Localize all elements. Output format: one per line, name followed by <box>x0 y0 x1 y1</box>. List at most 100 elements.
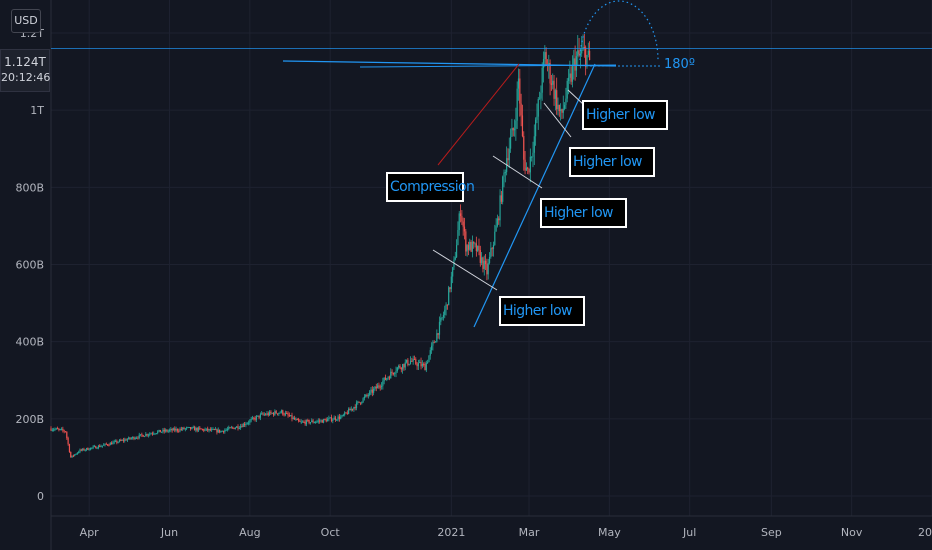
candle-body <box>398 365 400 368</box>
candle-body <box>132 437 134 439</box>
candle-body <box>428 355 430 363</box>
x-tick-label: Mar <box>519 526 540 539</box>
candle-body <box>263 414 265 416</box>
candle-body <box>56 428 59 430</box>
candle-body <box>67 437 69 445</box>
compression-line <box>437 63 520 166</box>
candle-body <box>208 429 210 431</box>
candle-body <box>271 412 273 414</box>
candle-body <box>158 429 160 432</box>
candle-body <box>278 412 280 415</box>
candle-body <box>154 433 156 435</box>
candle-body <box>174 428 176 431</box>
candle-body <box>434 341 437 343</box>
candle-body <box>234 427 236 430</box>
candle-body <box>212 429 214 431</box>
candle-body <box>570 73 572 82</box>
candle-body <box>478 245 480 250</box>
candle-body <box>462 221 464 227</box>
annotation-higher-low-2[interactable]: Higher low <box>569 147 655 177</box>
arc-180 <box>579 0 659 61</box>
candle-body <box>569 73 571 78</box>
candle-body <box>110 442 113 445</box>
candle-body <box>486 264 488 275</box>
candle-body <box>70 451 72 458</box>
candle-body <box>427 362 429 364</box>
candle-body <box>387 377 389 379</box>
candle-body <box>274 411 276 415</box>
candle-body <box>467 245 470 250</box>
candle-body <box>95 446 97 449</box>
candle-body <box>84 449 86 451</box>
candle-body <box>128 437 130 440</box>
candle-body <box>216 429 218 433</box>
candle-body <box>370 389 372 392</box>
candle-body <box>346 412 348 414</box>
candle-body <box>250 419 252 421</box>
candle-body <box>139 434 142 436</box>
x-tick-label: 2021 <box>437 526 465 539</box>
y-tick-label: 400B <box>15 336 44 349</box>
candle-body <box>196 427 198 431</box>
candle-body <box>143 436 146 438</box>
candle-body <box>78 452 80 454</box>
candle-body <box>172 428 175 431</box>
candle-body <box>336 419 338 421</box>
annotation-compression[interactable]: Compression <box>386 172 475 202</box>
candle-body <box>255 416 258 420</box>
candle-body <box>175 428 177 431</box>
candle-body <box>454 257 456 260</box>
candle-body <box>60 428 63 430</box>
candle-body <box>444 309 446 315</box>
candle-body <box>191 427 193 430</box>
candle-body <box>187 427 189 429</box>
currency-badge[interactable]: USD <box>11 9 41 33</box>
candle-body <box>358 401 360 403</box>
candle-body <box>500 195 502 202</box>
candle-body <box>585 47 587 67</box>
candle-body <box>419 362 421 364</box>
candle-body <box>329 417 331 419</box>
candle-body <box>182 427 184 430</box>
candle-body <box>304 421 306 425</box>
candle-body <box>374 386 376 389</box>
candle-body <box>351 408 354 410</box>
candle-body <box>515 120 517 129</box>
candle-body <box>411 360 413 362</box>
candle-body <box>301 421 304 423</box>
candle-body <box>204 429 206 431</box>
candle-body <box>379 386 381 388</box>
x-tick-label: Aug <box>239 526 260 539</box>
candle-body <box>541 67 543 93</box>
candle-body <box>403 364 405 368</box>
candle-body <box>394 373 396 375</box>
candle-body <box>122 439 125 441</box>
candle-body <box>366 394 368 396</box>
candle-body <box>93 446 96 448</box>
candle-body <box>340 416 342 419</box>
candle-body <box>548 62 550 66</box>
candle-body <box>130 438 132 440</box>
candle-body <box>249 420 251 423</box>
candle-body <box>246 423 248 425</box>
candle-body <box>371 389 373 393</box>
candle-body <box>481 257 483 263</box>
candle-body <box>535 119 537 137</box>
annotation-higher-low-3[interactable]: Higher low <box>540 198 627 228</box>
candle-body <box>267 413 269 416</box>
candle-body <box>243 423 246 426</box>
annotation-higher-low-4[interactable]: Higher low <box>499 296 585 326</box>
candle-body <box>155 433 157 435</box>
candle-body <box>348 408 350 414</box>
candle-body <box>245 424 247 426</box>
annotation-higher-low-1[interactable]: Higher low <box>582 100 668 130</box>
candle-body <box>288 415 290 417</box>
candle-body <box>589 50 591 61</box>
candle-body <box>82 448 84 451</box>
candle-body <box>51 429 53 431</box>
candle-body <box>324 419 326 421</box>
candle-body <box>402 364 404 370</box>
candle-body <box>270 411 272 414</box>
